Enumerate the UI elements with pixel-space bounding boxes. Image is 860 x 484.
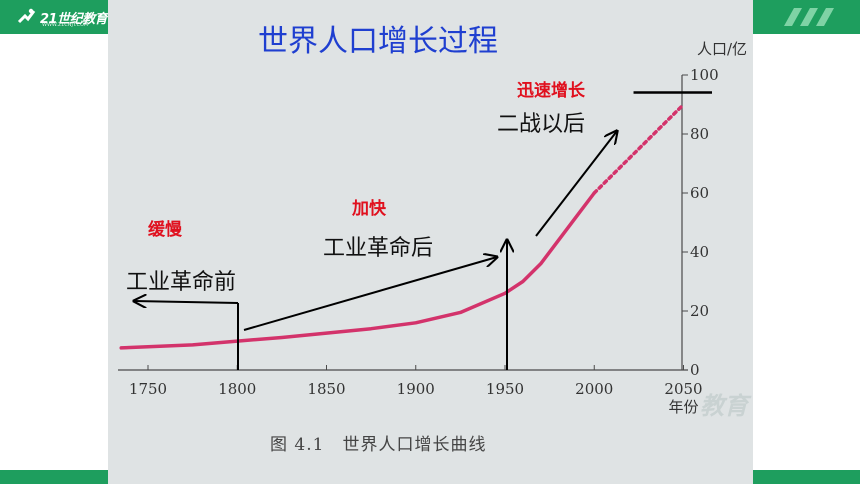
arrow-pre-industrial bbox=[134, 301, 239, 303]
textbook-figure-panel bbox=[108, 0, 753, 484]
rapid-growth-label: 迅速增长 bbox=[517, 81, 585, 101]
logo-subtext: WWW.21CNJY.COM bbox=[42, 22, 89, 28]
y-tick-label: 0 bbox=[690, 361, 700, 379]
projection-curve bbox=[592, 102, 686, 195]
watermark: 教育 bbox=[700, 392, 748, 420]
decorative-stripes-icon bbox=[784, 8, 834, 26]
site-logo: 21世纪教育 WWW.21CNJY.COM bbox=[16, 6, 108, 30]
post-industrial-label: 工业革命后 bbox=[323, 236, 434, 261]
x-tick-label: 1750 bbox=[129, 380, 167, 398]
y-tick-label: 80 bbox=[690, 125, 709, 143]
arrow-post-wwii bbox=[535, 131, 617, 237]
y-tick-label: 40 bbox=[690, 243, 709, 261]
x-tick-label: 2050 bbox=[664, 380, 702, 398]
arrow-post-industrial bbox=[243, 257, 497, 331]
faster-label: 加快 bbox=[352, 199, 386, 219]
y-tick-label: 100 bbox=[690, 66, 719, 84]
pre-industrial-label: 工业革命前 bbox=[126, 270, 237, 295]
y-axis-label: 人口/亿 bbox=[697, 40, 747, 58]
figure-caption: 图 4.1 世界人口增长曲线 bbox=[270, 435, 487, 455]
slow-label: 缓慢 bbox=[148, 220, 182, 240]
logo-text: 21世纪教育 bbox=[40, 12, 108, 27]
post-wwii-label: 二战以后 bbox=[497, 112, 586, 137]
slide-title: 世界人口增长过程 bbox=[258, 24, 498, 59]
y-tick-label: 60 bbox=[690, 184, 709, 202]
x-tick-label: 2000 bbox=[575, 380, 613, 398]
population-curve bbox=[119, 191, 596, 350]
x-axis-label: 年份 bbox=[668, 398, 698, 416]
x-tick-label: 1950 bbox=[486, 380, 524, 398]
x-tick-label: 1800 bbox=[218, 380, 256, 398]
x-tick-label: 1850 bbox=[307, 380, 345, 398]
y-tick-label: 20 bbox=[690, 302, 709, 320]
runner-logo-icon bbox=[17, 8, 36, 24]
x-tick-label: 1900 bbox=[397, 380, 435, 398]
